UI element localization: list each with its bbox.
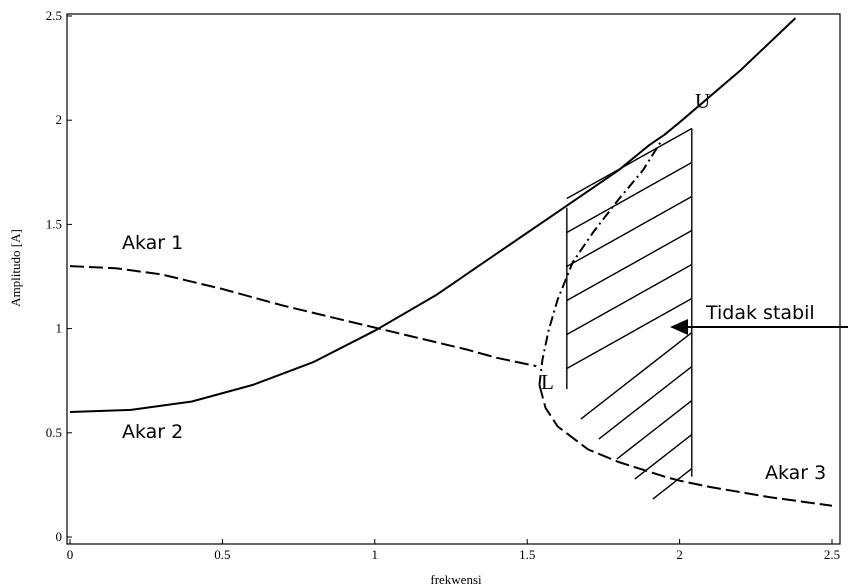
curve-group bbox=[69, 17, 833, 507]
unstable-region bbox=[566, 127, 693, 500]
hatch-line bbox=[566, 297, 693, 370]
hatch-line bbox=[566, 229, 693, 302]
tick-group: 0 0.5 1 1.5 2 2.5 0 0.5 1 1.5 2 2.5 bbox=[46, 8, 840, 562]
hatch-line bbox=[580, 331, 693, 420]
plot-frame bbox=[66, 13, 841, 545]
series-akar-1-line bbox=[69, 265, 537, 368]
unstable-label: Tidak stabil bbox=[705, 302, 815, 324]
hatch-line bbox=[652, 467, 693, 500]
hatch-line bbox=[566, 127, 693, 200]
hatch-line bbox=[598, 365, 693, 440]
y-axis-title: Amplitudo [A] bbox=[8, 229, 23, 307]
point-l-label: L bbox=[541, 370, 554, 394]
x-tick-label: 1.5 bbox=[519, 547, 535, 562]
hatch-line bbox=[616, 399, 693, 460]
hatch-line bbox=[634, 433, 693, 480]
x-tick-label: 0.5 bbox=[214, 547, 230, 562]
x-axis-title: frekwensi bbox=[430, 572, 482, 587]
hatch-line bbox=[566, 195, 693, 268]
y-tick-label: 0 bbox=[56, 529, 63, 544]
point-u-label: U bbox=[695, 89, 710, 113]
y-tick-label: 2.5 bbox=[46, 8, 62, 23]
hatch-line bbox=[566, 263, 693, 336]
x-tick-label: 1 bbox=[372, 547, 379, 562]
x-tick-label: 0 bbox=[67, 547, 74, 562]
y-tick-label: 0.5 bbox=[46, 425, 62, 440]
y-tick-label: 1.5 bbox=[46, 216, 62, 231]
x-tick-label: 2.5 bbox=[824, 547, 840, 562]
akar3-label: Akar 3 bbox=[765, 462, 826, 484]
akar1-label: Akar 1 bbox=[122, 232, 183, 254]
akar2-label: Akar 2 bbox=[122, 421, 183, 443]
series-akar-2-line bbox=[69, 17, 797, 413]
series-akar-3-line bbox=[538, 384, 833, 507]
x-tick-label: 2 bbox=[676, 547, 683, 562]
y-tick-label: 2 bbox=[56, 112, 63, 127]
unstable-arrow-head bbox=[670, 319, 688, 335]
y-tick-label: 1 bbox=[56, 321, 63, 336]
series-unstable-branch-line bbox=[538, 140, 663, 386]
hatch-line bbox=[566, 161, 693, 234]
